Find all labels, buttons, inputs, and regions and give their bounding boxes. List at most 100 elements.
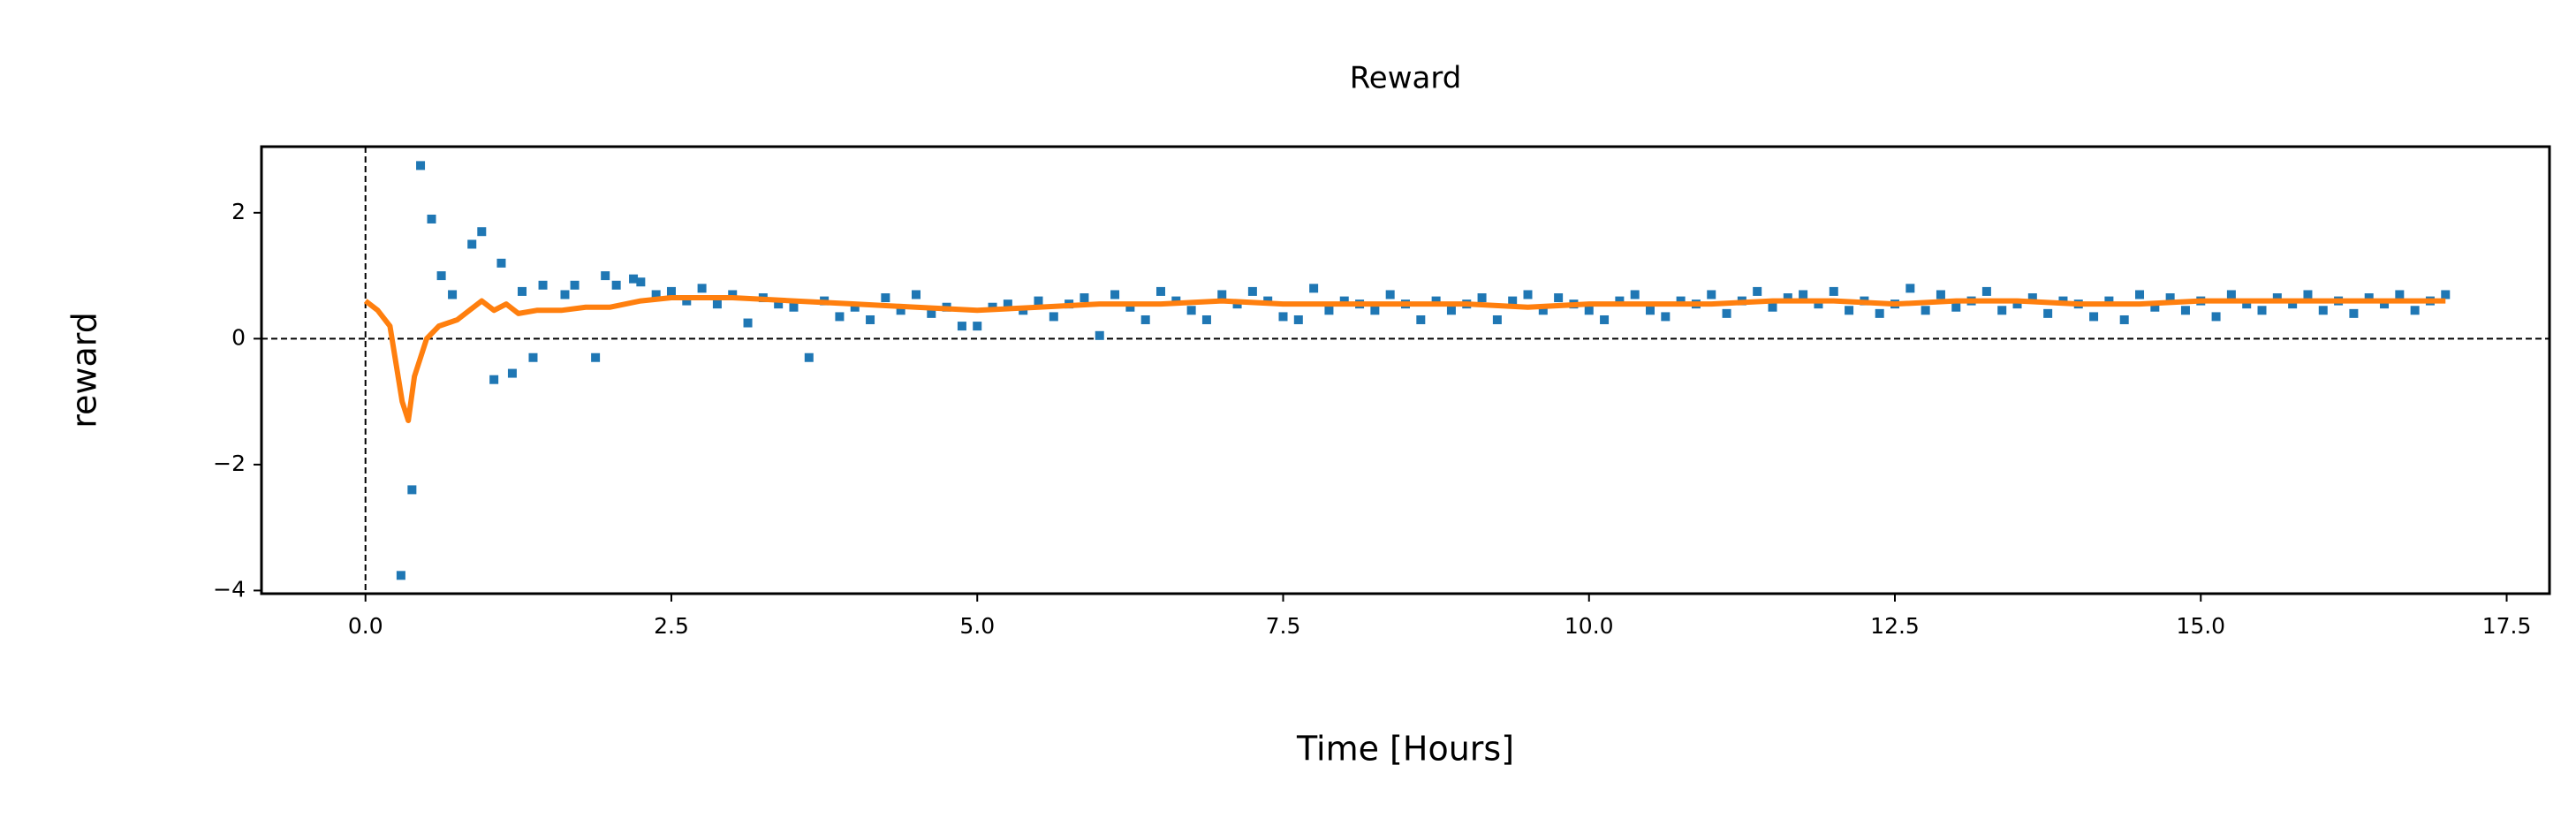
scatter-point bbox=[1247, 286, 1257, 296]
scatter-point bbox=[1201, 314, 1211, 324]
scatter-point bbox=[1646, 306, 1655, 315]
scatter-point bbox=[866, 314, 875, 324]
scatter-point bbox=[2441, 290, 2451, 299]
scatter-point bbox=[1095, 330, 1104, 340]
scatter-point bbox=[2272, 293, 2282, 303]
scatter-point bbox=[591, 352, 601, 362]
scatter-point bbox=[1477, 293, 1487, 303]
scatter-point bbox=[570, 280, 580, 290]
scatter-point bbox=[1385, 290, 1395, 299]
scatter-point bbox=[1783, 293, 1792, 303]
scatter-point bbox=[2288, 299, 2298, 309]
scatter-point bbox=[881, 293, 890, 303]
scatter-point bbox=[2349, 308, 2359, 318]
scatter-point bbox=[396, 571, 405, 580]
scatter-point bbox=[1370, 306, 1380, 315]
scatter-point bbox=[743, 318, 753, 328]
scatter-point bbox=[416, 161, 426, 171]
x-tick-label: 5.0 bbox=[959, 613, 995, 639]
scatter-point bbox=[774, 299, 784, 309]
scatter-point bbox=[2180, 306, 2190, 315]
y-tick-label: −4 bbox=[213, 576, 246, 602]
scatter-point bbox=[2165, 293, 2175, 303]
x-axis-label: Time [Hours] bbox=[1296, 730, 1514, 769]
scatter-point bbox=[1278, 312, 1288, 322]
scatter-point bbox=[407, 485, 417, 495]
scatter-point bbox=[712, 299, 722, 309]
scatter-point bbox=[973, 322, 982, 331]
scatter-point bbox=[560, 290, 570, 299]
scatter-point bbox=[651, 290, 661, 299]
scatter-point bbox=[804, 352, 814, 362]
scatter-point bbox=[1584, 306, 1594, 315]
scatter-point bbox=[1661, 312, 1671, 322]
scatter-point bbox=[1981, 286, 1991, 296]
scatter-point bbox=[911, 290, 921, 299]
scatter-point bbox=[611, 280, 621, 290]
scatter-point bbox=[896, 306, 905, 315]
scatter-point bbox=[1416, 314, 1426, 324]
scatter-point bbox=[1538, 306, 1548, 315]
scatter-point bbox=[629, 274, 639, 284]
scatter-point bbox=[1829, 286, 1838, 296]
scatter-point bbox=[957, 322, 966, 331]
scatter-point bbox=[697, 284, 707, 293]
scatter-point bbox=[1140, 314, 1150, 324]
plot-frame bbox=[260, 145, 2551, 595]
y-tick-label: 2 bbox=[231, 199, 246, 224]
scatter-point bbox=[2135, 290, 2145, 299]
scatter-point bbox=[2119, 314, 2129, 324]
scatter-point bbox=[528, 352, 538, 362]
scatter-point bbox=[2150, 302, 2160, 312]
scatter-point bbox=[1110, 290, 1120, 299]
scatter-point bbox=[2027, 293, 2037, 303]
x-tick-label: 12.5 bbox=[1870, 613, 1920, 639]
scatter-point bbox=[1324, 306, 1334, 315]
x-tick-label: 17.5 bbox=[2482, 613, 2532, 639]
scatter-point bbox=[2380, 299, 2390, 309]
scatter-point bbox=[1034, 296, 1043, 306]
scatter-point bbox=[2012, 299, 2022, 309]
scatter-point bbox=[2303, 290, 2313, 299]
scatter-point bbox=[1293, 314, 1303, 324]
scatter-point bbox=[2395, 290, 2405, 299]
scatter-point bbox=[1431, 296, 1441, 306]
scatter-point bbox=[2364, 293, 2374, 303]
scatter-point bbox=[2211, 312, 2221, 322]
scatter-point bbox=[538, 280, 548, 290]
x-tick-label: 0.0 bbox=[348, 613, 383, 639]
y-axis-label: reward bbox=[65, 312, 104, 428]
scatter-point bbox=[1676, 296, 1686, 306]
scatter-point bbox=[1080, 293, 1089, 303]
scatter-point bbox=[1722, 308, 1731, 318]
scatter-point bbox=[1905, 284, 1915, 293]
scatter-point bbox=[1707, 290, 1716, 299]
scatter-point bbox=[636, 277, 646, 287]
scatter-point bbox=[1049, 312, 1058, 322]
scatter-point bbox=[448, 290, 458, 299]
scatter-point bbox=[1186, 306, 1196, 315]
chart-title: Reward bbox=[1350, 61, 1462, 96]
scatter-point bbox=[489, 375, 499, 384]
scatter-point bbox=[477, 227, 487, 237]
scatter-point bbox=[518, 286, 527, 296]
scatter-point bbox=[1554, 293, 1564, 303]
scatter-point bbox=[1446, 306, 1456, 315]
scatter-point bbox=[1003, 299, 1012, 309]
scatter-point bbox=[1309, 284, 1319, 293]
scatter-point bbox=[789, 302, 799, 312]
scatter-point bbox=[2318, 306, 2328, 315]
scatter-point bbox=[467, 239, 477, 249]
scatter-point bbox=[601, 271, 610, 281]
scatter-point bbox=[666, 286, 676, 296]
scatter-point bbox=[1339, 296, 1349, 306]
scatter-point bbox=[835, 312, 845, 322]
x-tick-label: 7.5 bbox=[1266, 613, 1301, 639]
x-tick-label: 15.0 bbox=[2176, 613, 2225, 639]
scatter-point bbox=[1508, 296, 1518, 306]
scatter-point bbox=[1875, 308, 1884, 318]
scatter-point bbox=[728, 290, 738, 299]
scatter-point bbox=[1997, 306, 2007, 315]
scatter-point bbox=[507, 368, 517, 378]
